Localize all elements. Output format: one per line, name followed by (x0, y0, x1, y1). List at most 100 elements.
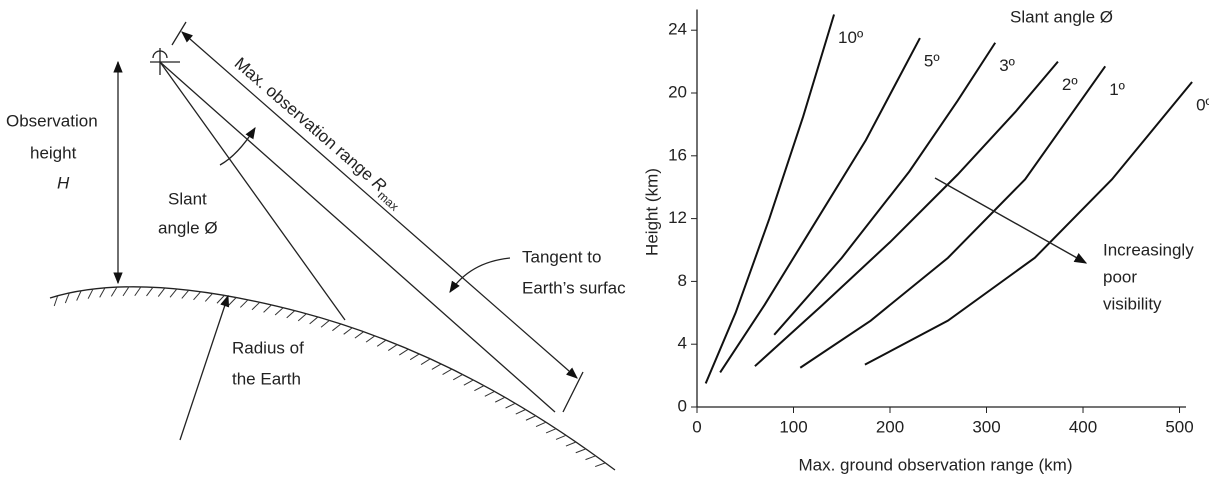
observer-eye (152, 50, 168, 59)
hatch (99, 287, 106, 298)
tangent-arrow (449, 257, 511, 293)
hatch (376, 339, 387, 347)
series-label: 10º (838, 28, 863, 47)
label: angle Ø (158, 218, 218, 237)
hatch (585, 455, 596, 461)
range-arrow (181, 31, 578, 379)
range-end (562, 371, 584, 413)
label: Slant (168, 189, 207, 208)
hatch (216, 295, 225, 304)
radius-arrow (179, 294, 230, 441)
hatch (157, 287, 166, 297)
hatch (146, 286, 154, 297)
label: the Earth (232, 369, 301, 388)
hatch (134, 286, 142, 297)
range-label: Max. observation range Rmax (228, 54, 407, 214)
hatch (505, 402, 516, 409)
hatch (354, 331, 364, 339)
label: height (30, 143, 77, 162)
series-line (864, 81, 1193, 366)
annotation: poor (1103, 267, 1137, 286)
hatch (169, 288, 178, 298)
label: H (57, 173, 70, 192)
y-tick-label: 24 (668, 20, 687, 39)
hatch (251, 301, 261, 311)
y-tick-label: 4 (678, 334, 687, 353)
hatch (387, 344, 398, 352)
hatch (545, 428, 557, 434)
hatch (535, 421, 547, 427)
hatch (320, 319, 330, 328)
series-label: 5º (924, 52, 940, 71)
hatch (474, 385, 485, 392)
hatch (463, 379, 474, 386)
hatch (297, 313, 307, 322)
label: Radius of (232, 338, 304, 357)
series-line (754, 60, 1059, 367)
hatch (204, 293, 213, 302)
annotation-arrow (934, 177, 1088, 264)
y-tick-label: 0 (678, 396, 687, 415)
hatch (431, 363, 442, 370)
annotation: Increasingly (1103, 240, 1194, 259)
hatch (515, 409, 526, 415)
series-label: 0º (1196, 95, 1209, 114)
hatch (274, 307, 284, 316)
diagram: Observation height H Slant angle Ø Max. … (6, 21, 626, 471)
hatch (453, 374, 463, 381)
x-tick-label: 0 (692, 417, 701, 436)
hatch (193, 291, 202, 301)
hatch (332, 323, 342, 332)
tangent-line (159, 61, 556, 413)
hatch (442, 368, 453, 375)
hatch (76, 290, 82, 301)
y-tick-label: 20 (668, 82, 687, 101)
series-label: 3º (999, 56, 1015, 75)
hatch (122, 286, 130, 297)
series-label: 1º (1109, 80, 1125, 99)
x-tick-label: 400 (1069, 417, 1097, 436)
x-tick-label: 100 (779, 417, 807, 436)
legend-title: Slant angle Ø (1010, 7, 1113, 26)
hatch (595, 462, 606, 468)
label: Earth’s surfac (522, 278, 626, 297)
series-line (704, 14, 835, 384)
hatch (309, 316, 319, 325)
hatch (263, 304, 272, 313)
hatch (484, 390, 495, 397)
hatch (64, 292, 70, 304)
hatch (565, 441, 577, 447)
earth-hatching (53, 286, 606, 468)
hatch (365, 335, 376, 343)
hatch (525, 415, 537, 421)
hatch (398, 348, 409, 356)
series-line (773, 42, 997, 336)
hatch (494, 396, 506, 403)
x-tick-label: 200 (876, 417, 904, 436)
hatch (228, 297, 237, 306)
hatch (110, 286, 118, 297)
range-end (171, 21, 187, 46)
y-tick-label: 8 (678, 271, 687, 290)
series-line (719, 37, 921, 374)
y-tick-label: 16 (668, 145, 687, 164)
y-tick-label: 12 (668, 208, 687, 227)
series-line (799, 65, 1107, 369)
x-tick-label: 300 (972, 417, 1000, 436)
x-tick-label: 500 (1165, 417, 1193, 436)
y-axis-label: Height (km) (642, 168, 661, 256)
hatch (409, 353, 420, 361)
label: Max. observation range (230, 54, 380, 188)
hatch (53, 295, 59, 307)
hatch (239, 299, 249, 308)
label: Tangent to (522, 247, 601, 266)
hatch (286, 310, 296, 319)
label: Observation (6, 111, 98, 130)
annotation: visibility (1103, 294, 1162, 313)
earth-surface (49, 286, 616, 471)
x-axis-label: Max. ground observation range (km) (798, 455, 1072, 474)
hatch (555, 434, 567, 440)
hatch (181, 289, 190, 299)
hatch (575, 448, 587, 454)
